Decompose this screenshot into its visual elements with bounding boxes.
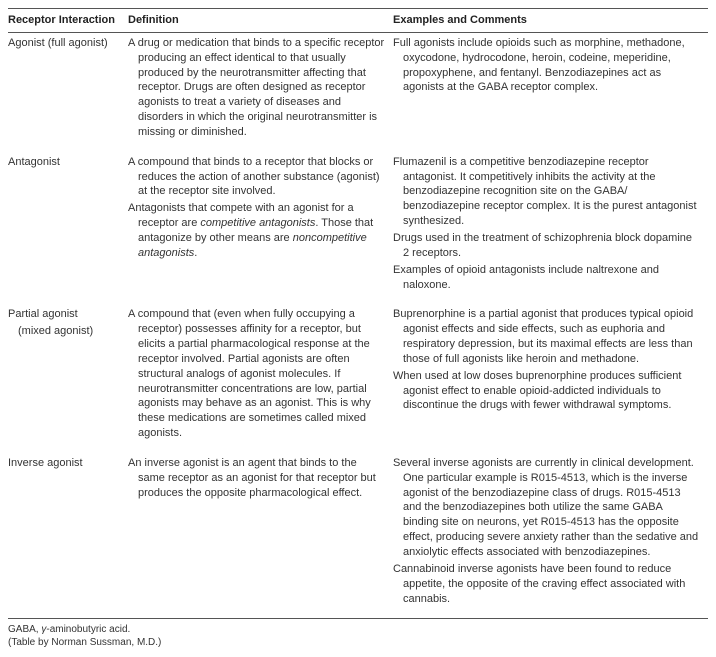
example-para: Cannabinoid inverse agonists have been f… <box>393 562 700 607</box>
examples-cell: Flumazenil is a competitive benzodiazepi… <box>393 152 708 305</box>
header-examples: Examples and Comments <box>393 9 708 33</box>
example-para: Several inverse agonists are currently i… <box>393 456 700 560</box>
header-row: Receptor Interaction Definition Examples… <box>8 9 708 33</box>
example-para: Flumazenil is a competitive benzodiazepi… <box>393 155 700 229</box>
term-text: Partial agonist <box>8 307 120 322</box>
term-cell: Agonist (full agonist) <box>8 32 128 151</box>
example-para: When used at low doses buprenorphine pro… <box>393 369 700 414</box>
definition-cell: An inverse agonist is an agent that bind… <box>128 453 393 619</box>
example-para: Drugs used in the treatment of schizophr… <box>393 231 700 261</box>
example-para: Examples of opioid antagonists include n… <box>393 263 700 293</box>
table-row: Inverse agonist An inverse agonist is an … <box>8 453 708 619</box>
examples-cell: Several inverse agonists are currently i… <box>393 453 708 619</box>
definition-para: A compound that binds to a receptor that… <box>128 155 385 200</box>
definition-para: A drug or medication that binds to a spe… <box>128 36 385 140</box>
term-text: (mixed agonist) <box>8 324 120 339</box>
receptor-table: Receptor Interaction Definition Examples… <box>8 8 708 619</box>
header-definition: Definition <box>128 9 393 33</box>
term-text: Antagonist <box>8 155 120 170</box>
table-footnote: GABA, γ-aminobutyric acid. (Table by Nor… <box>8 623 708 649</box>
table-row: Partial agonist (mixed agonist) A compound… <box>8 304 708 453</box>
footnote-credit: (Table by Norman Sussman, M.D.) <box>8 636 708 649</box>
header-receptor: Receptor Interaction <box>8 9 128 33</box>
example-para: Buprenorphine is a partial agonist that … <box>393 307 700 366</box>
definition-para: Antagonists that compete with an agonist… <box>128 201 385 260</box>
examples-cell: Full agonists include opioids such as mo… <box>393 32 708 151</box>
table-row: Antagonist A compound that binds to a rec… <box>8 152 708 305</box>
term-cell: Inverse agonist <box>8 453 128 619</box>
term-cell: Partial agonist (mixed agonist) <box>8 304 128 453</box>
definition-cell: A compound that (even when fully occupyi… <box>128 304 393 453</box>
example-para: Full agonists include opioids such as mo… <box>393 36 700 95</box>
definition-para: A compound that (even when fully occupyi… <box>128 307 385 441</box>
footnote-abbrev: GABA, γ-aminobutyric acid. <box>8 623 708 636</box>
term-text: Agonist (full agonist) <box>8 36 120 51</box>
definition-cell: A compound that binds to a receptor that… <box>128 152 393 305</box>
term-text: Inverse agonist <box>8 456 120 471</box>
table-row: Agonist (full agonist) A drug or medicati… <box>8 32 708 151</box>
term-cell: Antagonist <box>8 152 128 305</box>
definition-para: An inverse agonist is an agent that bind… <box>128 456 385 501</box>
definition-cell: A drug or medication that binds to a spe… <box>128 32 393 151</box>
examples-cell: Buprenorphine is a partial agonist that … <box>393 304 708 453</box>
